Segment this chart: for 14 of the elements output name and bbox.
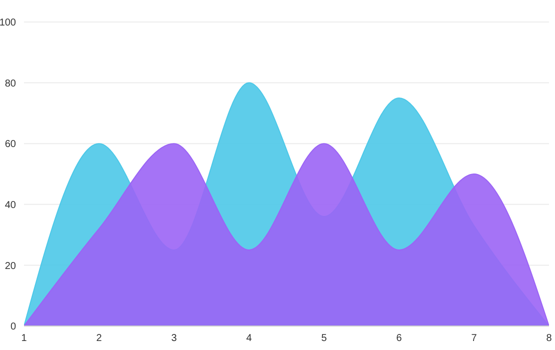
y-tick-label: 40 <box>4 200 16 211</box>
y-tick-label: 20 <box>4 260 16 272</box>
y-tick-label: 0 <box>10 322 16 333</box>
x-tick-label: 2 <box>96 333 102 344</box>
x-tick-label: 1 <box>21 333 28 344</box>
x-tick-label: 3 <box>171 333 178 344</box>
y-tick-label: 80 <box>4 78 16 90</box>
x-tick-label: 7 <box>471 333 478 344</box>
x-tick-label: 5 <box>321 333 328 344</box>
y-tick-label: 100 <box>0 18 16 29</box>
x-tick-label: 4 <box>246 333 252 344</box>
x-tick-label: 8 <box>546 333 552 344</box>
y-tick-label: 60 <box>4 139 16 150</box>
x-tick-label: 6 <box>396 333 402 344</box>
